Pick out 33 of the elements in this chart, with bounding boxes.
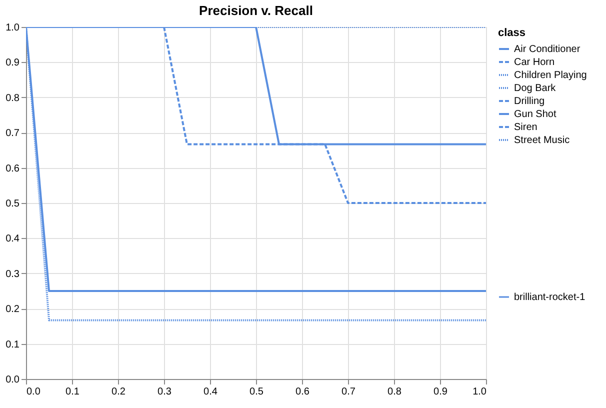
legend-label: Car Horn (514, 57, 555, 68)
y-tick-label: 0.5 (6, 198, 20, 210)
x-tick-label: 0.1 (66, 386, 80, 398)
x-tick-label: 0.6 (296, 386, 310, 398)
legend-label: Dog Bark (514, 83, 557, 94)
y-tick-label: 0.3 (6, 268, 20, 280)
legend-label: Air Conditioner (514, 44, 581, 55)
legend-label: Drilling (514, 96, 545, 107)
x-tick-label: 0.8 (388, 386, 402, 398)
x-tick-label: 1.0 (472, 386, 487, 398)
chart-title: Precision v. Recall (199, 3, 313, 18)
y-tick-label: 0.8 (6, 92, 20, 104)
x-tick-label: 0.3 (158, 386, 172, 398)
legend-label: Gun Shot (514, 109, 556, 120)
x-tick-label: 0.9 (434, 386, 448, 398)
text: brilliant-rocket-1 (514, 292, 586, 303)
legend-label: Street Music (514, 135, 570, 146)
x-tick-label: 0.2 (112, 386, 126, 398)
y-tick-label: 0.4 (6, 234, 20, 245)
y-tick-label: 1.0 (6, 22, 20, 34)
y-tick-label: 0.1 (6, 339, 20, 350)
legend-title: class (498, 27, 526, 39)
y-tick-label: 0.2 (6, 304, 20, 316)
y-tick-label: 0.9 (6, 58, 20, 69)
y-tick-label: 0.0 (6, 374, 20, 386)
legend-label: Children Playing (514, 70, 587, 81)
x-tick-label: 0.5 (250, 386, 264, 398)
x-tick-label: 0.7 (342, 386, 356, 398)
x-tick-label: 0.4 (204, 386, 218, 398)
x-tick-label: 0.0 (26, 386, 41, 398)
y-tick-label: 0.7 (6, 128, 20, 140)
y-tick-label: 0.6 (6, 163, 20, 174)
legend-label: Siren (514, 122, 538, 133)
